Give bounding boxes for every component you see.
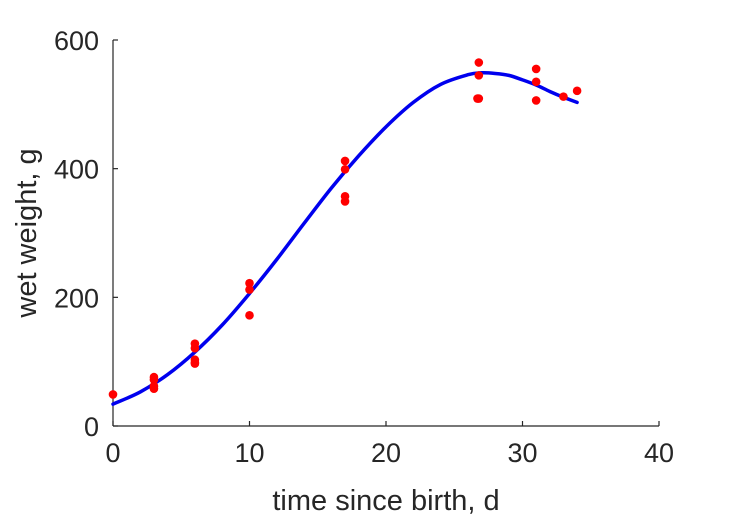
data-point <box>572 86 582 96</box>
y-tick-label: 600 <box>54 26 99 56</box>
data-point <box>340 197 350 206</box>
y-tick-label: 400 <box>54 155 99 185</box>
data-point <box>531 64 541 74</box>
data-point <box>245 285 254 294</box>
y-tick-label: 200 <box>54 283 99 313</box>
data-point <box>245 278 254 288</box>
data-point <box>474 58 484 67</box>
data-point <box>340 156 350 166</box>
data-point <box>190 343 200 353</box>
x-tick-label: 30 <box>507 438 537 468</box>
fit-line-group <box>111 71 579 406</box>
x-tick-label: 20 <box>371 438 401 468</box>
data-point <box>190 358 200 367</box>
data-point <box>108 390 118 399</box>
data-point <box>149 384 159 393</box>
data-point <box>474 94 484 103</box>
data-point <box>474 71 484 80</box>
x-tick-label: 10 <box>234 438 264 468</box>
fit-curve <box>111 71 579 406</box>
data-point <box>531 96 541 105</box>
x-tick-label: 0 <box>105 438 120 468</box>
data-point <box>340 165 350 174</box>
axes <box>112 40 659 427</box>
data-point <box>149 375 159 384</box>
x-axis-label: time since birth, d <box>272 485 499 517</box>
y-axis-label: wet weight, g <box>11 148 43 318</box>
data-points <box>108 58 582 399</box>
data-point <box>531 77 541 87</box>
data-point <box>559 92 568 101</box>
x-tick-label: 40 <box>644 438 674 468</box>
y-tick-label: 0 <box>84 412 99 442</box>
data-point <box>245 311 254 320</box>
